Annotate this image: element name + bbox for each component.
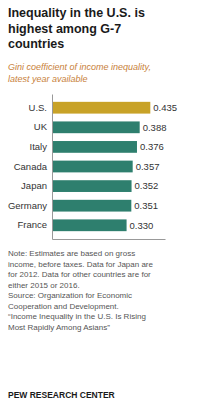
subtitle-line: Gini coefficient of income inequality, — [8, 62, 151, 72]
note-line: either 2015 or 2016. — [8, 281, 80, 290]
data-label: 0.351 — [134, 200, 158, 211]
note-line: Most Rapidly Among Asians” — [8, 323, 110, 332]
y-tick-label: Canada — [14, 161, 48, 172]
data-labels: 0.435 0.388 0.376 0.357 0.352 0.351 0.330 — [130, 102, 178, 231]
y-tick-label: Germany — [8, 200, 47, 211]
source: PEW RESEARCH CENTER — [8, 390, 115, 400]
data-label: 0.388 — [143, 122, 167, 133]
title-line: countries — [8, 37, 64, 51]
note-line: “Income Inequality in the U.S. Is Rising — [8, 312, 146, 321]
title: Inequality in the U.S. is highest among G… — [8, 6, 145, 51]
source-line: PEW RESEARCH CENTER — [8, 390, 115, 400]
chart: Inequality in the U.S. is highest among G… — [0, 0, 199, 409]
y-tick: UK — [34, 121, 52, 132]
y-tick: Canada — [14, 161, 52, 172]
bar — [52, 180, 132, 192]
plot: U.S. UK Italy Canada Japan Germany France 0.435… — [8, 95, 177, 240]
note-line: for 2012. Data for other countries are f… — [8, 270, 151, 279]
y-tick: Germany — [8, 200, 52, 211]
bar — [52, 161, 133, 173]
y-axis: U.S. UK Italy Canada Japan Germany France — [8, 95, 53, 240]
bar — [52, 121, 140, 133]
y-tick: Japan — [21, 180, 52, 191]
bar — [52, 102, 150, 114]
y-tick-label: Japan — [21, 180, 47, 191]
note: Note: Estimates are based on gross income… — [8, 249, 154, 332]
x-axis-line — [53, 239, 166, 240]
title-line: Inequality in the U.S. is — [8, 6, 145, 20]
bar — [52, 200, 131, 212]
y-tick-label: UK — [34, 121, 48, 132]
data-label: 0.435 — [153, 102, 177, 113]
x-axis — [53, 239, 166, 240]
y-tick: France — [17, 219, 52, 230]
data-label: 0.357 — [136, 161, 160, 172]
y-tick: U.S. — [29, 102, 52, 113]
subtitle: Gini coefficient of income inequality, la… — [8, 62, 151, 84]
data-label: 0.330 — [130, 220, 154, 231]
data-label: 0.376 — [140, 141, 164, 152]
y-tick: Italy — [30, 141, 52, 152]
title-line: highest among G-7 — [8, 22, 121, 36]
y-tick-label: France — [17, 219, 47, 230]
note-line: Cooperation and Development. — [8, 302, 119, 311]
note-line: Note: Estimates are based on gross — [8, 249, 135, 258]
subtitle-line: latest year available — [8, 74, 88, 84]
y-tick-label: U.S. — [29, 102, 47, 113]
y-axis-line — [52, 95, 53, 240]
y-tick-label: Italy — [30, 141, 48, 152]
data-label: 0.352 — [135, 180, 159, 191]
note-line: Source: Organization for Economic — [8, 291, 132, 300]
note-line: income, before taxes. Data for Japan are — [8, 260, 154, 269]
bar — [52, 141, 137, 153]
bar — [52, 219, 127, 231]
